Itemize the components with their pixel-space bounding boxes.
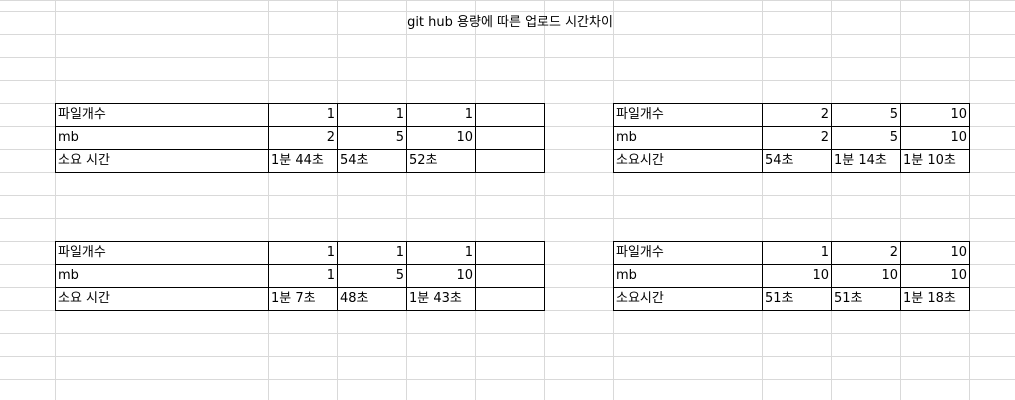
value-cell[interactable]: 5	[832, 103, 901, 127]
value-cell[interactable]: 10	[832, 265, 901, 288]
value-cell[interactable]: 5	[338, 265, 407, 288]
value-cell[interactable]: 1	[269, 241, 338, 265]
value-cell[interactable]: 1분 18초	[901, 288, 970, 311]
value-cell[interactable]	[476, 241, 545, 265]
value-cell[interactable]: 10	[901, 127, 970, 150]
grid-row-line	[0, 379, 1015, 380]
value-cell[interactable]: 52초	[407, 150, 476, 173]
row-label-cell[interactable]: 소요 시간	[55, 288, 269, 311]
grid-column-line	[969, 0, 970, 400]
value-cell[interactable]: 1분 43초	[407, 288, 476, 311]
grid-row-line	[0, 195, 1015, 196]
row-label-cell[interactable]: 파일개수	[55, 241, 269, 265]
value-cell[interactable]: 10	[407, 127, 476, 150]
grid-column-line	[544, 0, 545, 400]
value-cell[interactable]: 1분 7초	[269, 288, 338, 311]
grid-row-line	[0, 333, 1015, 334]
value-cell[interactable]: 1	[269, 265, 338, 288]
value-cell[interactable]: 2	[269, 127, 338, 150]
row-label-cell[interactable]: 소요시간	[613, 288, 763, 311]
grid-column-line	[831, 0, 832, 400]
row-label-cell[interactable]: 소요 시간	[55, 150, 269, 173]
value-cell[interactable]: 10	[901, 103, 970, 127]
grid-row-line	[0, 57, 1015, 58]
row-label-cell[interactable]: mb	[55, 127, 269, 150]
grid-row-line	[0, 218, 1015, 219]
value-cell[interactable]: 1	[407, 103, 476, 127]
value-cell[interactable]: 51초	[763, 288, 832, 311]
value-cell[interactable]: 10	[407, 265, 476, 288]
value-cell[interactable]: 48초	[338, 288, 407, 311]
value-cell[interactable]: 5	[338, 127, 407, 150]
grid-row-line	[0, 11, 1015, 12]
value-cell[interactable]: 10	[901, 241, 970, 265]
grid-column-line	[475, 0, 476, 400]
value-cell[interactable]: 1	[763, 241, 832, 265]
value-cell[interactable]: 1분 14초	[832, 150, 901, 173]
grid-column-line	[55, 0, 56, 400]
value-cell[interactable]: 2	[763, 103, 832, 127]
value-cell[interactable]	[476, 265, 545, 288]
value-cell[interactable]: 1	[269, 103, 338, 127]
grid-column-line	[762, 0, 763, 400]
value-cell[interactable]: 54초	[338, 150, 407, 173]
grid-column-line	[900, 0, 901, 400]
grid-row-line	[0, 80, 1015, 81]
value-cell[interactable]	[476, 127, 545, 150]
value-cell[interactable]: 1분 10초	[901, 150, 970, 173]
value-cell[interactable]: 54초	[763, 150, 832, 173]
value-cell[interactable]	[476, 288, 545, 311]
value-cell[interactable]: 51초	[832, 288, 901, 311]
value-cell[interactable]: 10	[763, 265, 832, 288]
grid-row-line	[0, 34, 1015, 35]
row-label-cell[interactable]: 파일개수	[613, 241, 763, 265]
value-cell[interactable]: 2	[832, 241, 901, 265]
row-label-cell[interactable]: mb	[613, 265, 763, 288]
value-cell[interactable]: 2	[763, 127, 832, 150]
value-cell[interactable]	[476, 150, 545, 173]
value-cell[interactable]: 5	[832, 127, 901, 150]
value-cell[interactable]: 1	[338, 241, 407, 265]
row-label-cell[interactable]: mb	[55, 265, 269, 288]
grid-column-line	[613, 0, 614, 400]
row-label-cell[interactable]: mb	[613, 127, 763, 150]
row-label-cell[interactable]: 파일개수	[55, 103, 269, 127]
value-cell[interactable]: 10	[901, 265, 970, 288]
grid-column-line	[406, 0, 407, 400]
value-cell[interactable]: 1분 44초	[269, 150, 338, 173]
grid-row-line	[0, 0, 1015, 1]
grid-column-line	[268, 0, 269, 400]
value-cell[interactable]: 1	[338, 103, 407, 127]
row-label-cell[interactable]: 파일개수	[613, 103, 763, 127]
value-cell[interactable]: 1	[407, 241, 476, 265]
row-label-cell[interactable]: 소요시간	[613, 150, 763, 173]
value-cell[interactable]	[476, 103, 545, 127]
sheet-title[interactable]: git hub 용량에 따른 업로드 시간차이	[407, 15, 613, 30]
grid-row-line	[0, 356, 1015, 357]
grid-column-line	[337, 0, 338, 400]
